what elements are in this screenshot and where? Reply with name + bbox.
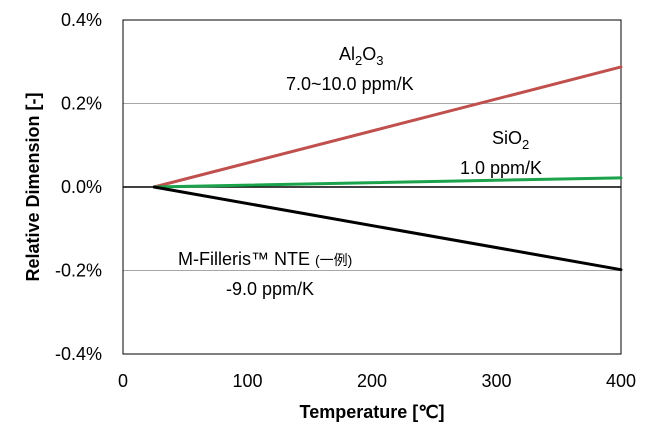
al2o3-cte-value: 7.0~10.0 ppm/K [286,74,414,94]
y-tick-label: 0.0% [61,177,102,197]
nte-label: M-Filleris™ NTE (一例) [178,249,352,269]
sio2-series-line [152,176,623,189]
plot-area-frame [122,19,622,355]
y-tick-label: -0.2% [55,261,102,281]
y-axis-title: Relative Dimension [-] [23,92,43,281]
x-tick-labels: 0 100 200 300 400 [118,371,636,391]
nte-series-line [152,185,623,272]
x-tick-label: 300 [481,371,511,391]
y-tick-label: 0.2% [61,94,102,114]
x-tick-label: 0 [118,371,128,391]
y-tick-labels: -0.4% -0.2% 0.0% 0.2% 0.4% [55,10,102,364]
y-tick-label: -0.4% [55,344,102,364]
nte-cte-value: -9.0 ppm/K [226,279,314,299]
al2o3-label: Al2O3 [339,44,384,68]
series-layer [152,65,623,272]
al2o3-series-line [152,65,623,189]
y-tick-label: 0.4% [61,10,102,30]
x-axis-title: Temperature [℃] [300,402,445,422]
sio2-label: SiO2 [492,128,529,152]
x-tick-label: 100 [232,371,262,391]
sio2-cte-value: 1.0 ppm/K [460,158,542,178]
x-tick-label: 400 [606,371,636,391]
x-tick-label: 200 [357,371,387,391]
